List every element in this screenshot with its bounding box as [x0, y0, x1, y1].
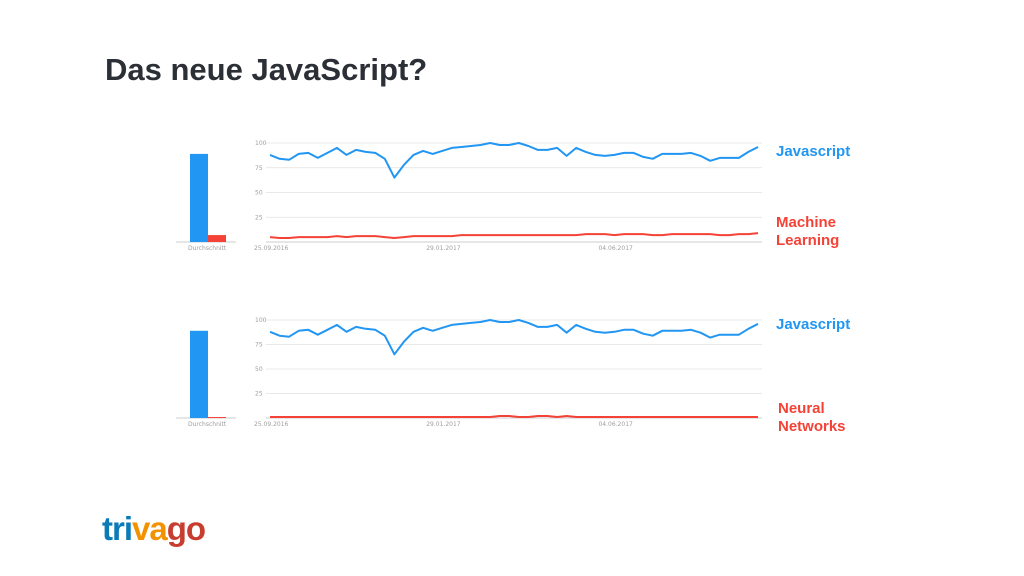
logo-segment-tri: tri	[102, 510, 133, 547]
slide-title: Das neue JavaScript?	[105, 52, 428, 87]
y-tick-label: 100	[255, 140, 267, 147]
y-tick-label: 50	[255, 366, 263, 373]
series-label: Machine Learning	[776, 214, 840, 249]
series-line	[269, 319, 759, 356]
y-tick-label: 75	[255, 342, 263, 349]
x-tick-label: 25.09.2016	[254, 421, 289, 428]
average-bar	[208, 417, 226, 418]
x-tick-label: 29.01.2017	[426, 245, 461, 252]
logo-segment-va: va	[132, 510, 168, 547]
average-bar	[190, 330, 208, 418]
series-label: Javascript	[776, 316, 851, 333]
trivago-logo: trivago	[102, 510, 206, 548]
series-line	[269, 142, 759, 179]
series-label: Javascript	[776, 143, 851, 160]
x-tick-label: 04.06.2017	[598, 421, 633, 428]
average-bar	[190, 153, 208, 242]
x-tick-label: 04.06.2017	[598, 245, 633, 252]
x-tick-label: 25.09.2016	[254, 245, 289, 252]
average-bar	[208, 235, 226, 242]
y-tick-label: 100	[255, 317, 267, 324]
y-tick-label: 75	[255, 165, 263, 172]
average-label: Durchschnitt	[188, 245, 227, 252]
y-tick-label: 25	[255, 214, 263, 221]
series-label: Neural Networks	[778, 400, 846, 435]
y-tick-label: 25	[255, 391, 263, 398]
y-tick-label: 50	[255, 190, 263, 197]
series-line	[270, 415, 758, 418]
x-tick-label: 29.01.2017	[426, 421, 461, 428]
logo-segment-go: go	[166, 510, 206, 547]
average-label: Durchschnitt	[188, 421, 227, 428]
series-line	[269, 232, 759, 239]
